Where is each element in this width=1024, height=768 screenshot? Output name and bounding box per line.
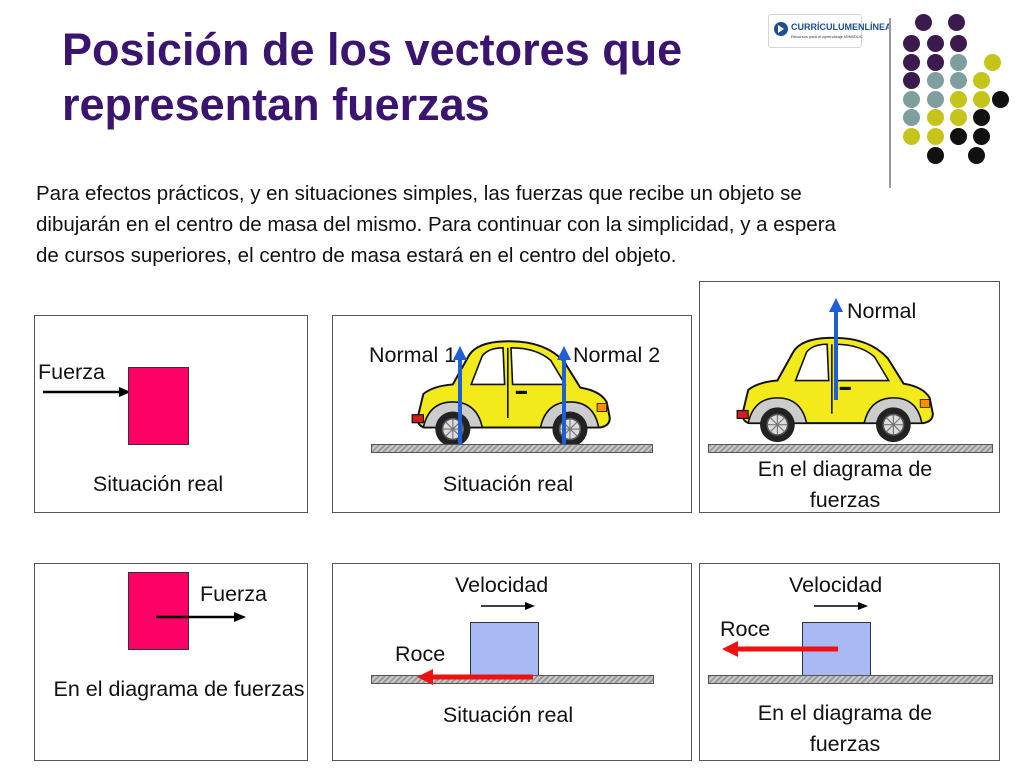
decorative-dot xyxy=(992,91,1009,108)
decorative-dot xyxy=(950,91,967,108)
velocity-label: Velocidad xyxy=(789,573,883,597)
logo-text: CURRÍCULUMENLÍNEA xyxy=(791,22,892,32)
normal-arrow xyxy=(829,298,843,400)
normal-2-label: Normal 2 xyxy=(573,343,661,367)
decorative-dot xyxy=(948,14,965,31)
velocity-arrow xyxy=(814,602,868,610)
panel-force-real: Fuerza Situación real xyxy=(34,315,308,513)
force-arrow xyxy=(156,612,246,622)
decorative-dot xyxy=(927,54,944,71)
decorative-dot xyxy=(903,109,920,126)
title-line-2: representan fuerzas xyxy=(62,79,490,130)
sliding-block xyxy=(470,622,539,676)
ground xyxy=(371,444,653,453)
normal-1-label: Normal 1 xyxy=(369,343,457,367)
decorative-dot xyxy=(950,72,967,89)
intro-paragraph: Para efectos prácticos, y en situaciones… xyxy=(36,182,836,267)
normal-label: Normal xyxy=(847,299,917,323)
decorative-dot xyxy=(903,35,920,52)
panel-caption: En el diagrama de fuerzas xyxy=(757,701,933,756)
panel-friction-diagram: Velocidad Roce En el diagrama de fuerzas xyxy=(699,563,1000,761)
panel-caption: Situación real xyxy=(442,703,574,727)
force-box xyxy=(128,367,189,445)
decorative-dot xyxy=(973,91,990,108)
decorative-dot xyxy=(915,14,932,31)
panel-normal-diagram: Normal En el diagrama de fuerzas xyxy=(699,281,1000,513)
velocity-label: Velocidad xyxy=(455,573,549,597)
decorative-divider xyxy=(889,18,891,188)
panel-caption: En el diagrama de fuerzas xyxy=(757,457,933,512)
decorative-dot xyxy=(927,35,944,52)
panel-force-diagram: Fuerza En el diagrama de fuerzas xyxy=(34,563,308,761)
decorative-dot xyxy=(968,147,985,164)
decorative-dot xyxy=(903,128,920,145)
panel-friction-real: Velocidad Roce Situación real xyxy=(332,563,692,761)
slide-title: Posición de los vectores que representan… xyxy=(62,22,862,132)
panel-caption: Situación real xyxy=(442,472,574,496)
decorative-dot xyxy=(973,109,990,126)
ground xyxy=(708,675,993,684)
decorative-dot xyxy=(950,128,967,145)
force-label: Fuerza xyxy=(38,360,105,384)
normal-2-arrow xyxy=(557,346,571,444)
decorative-dot xyxy=(973,128,990,145)
force-label: Fuerza xyxy=(200,582,267,606)
decorative-dot xyxy=(950,54,967,71)
force-arrow xyxy=(43,387,131,397)
logo-icon xyxy=(774,22,788,36)
friction-label: Roce xyxy=(395,642,446,666)
decorative-dot xyxy=(903,54,920,71)
friction-arrow xyxy=(417,669,533,685)
friction-arrow xyxy=(722,641,838,657)
decorative-dot xyxy=(903,72,920,89)
force-box xyxy=(128,572,189,650)
velocity-arrow xyxy=(481,602,535,610)
decorative-dot xyxy=(950,35,967,52)
panel-normal-real: Normal 1 Normal 2 Situación real xyxy=(332,315,692,513)
curriculum-logo: CURRÍCULUMENLÍNEA Recursos para el apren… xyxy=(768,14,892,48)
panel-caption: Situación real xyxy=(92,472,224,496)
normal-1-arrow xyxy=(453,346,467,444)
decorative-dot xyxy=(927,128,944,145)
decorative-dot xyxy=(984,54,1001,71)
panel-caption: En el diagrama de fuerzas xyxy=(53,677,305,701)
decorative-dot xyxy=(950,109,967,126)
friction-label: Roce xyxy=(720,617,771,641)
logo-subtext: Recursos para el aprendizaje MINEDUC xyxy=(791,34,863,39)
decorative-dot xyxy=(973,72,990,89)
decorative-dot xyxy=(927,147,944,164)
title-line-1: Posición de los vectores que xyxy=(62,24,683,75)
decorative-dot xyxy=(927,72,944,89)
ground xyxy=(708,444,993,453)
decorative-dot xyxy=(903,91,920,108)
decorative-dot xyxy=(927,109,944,126)
decorative-dot xyxy=(927,91,944,108)
